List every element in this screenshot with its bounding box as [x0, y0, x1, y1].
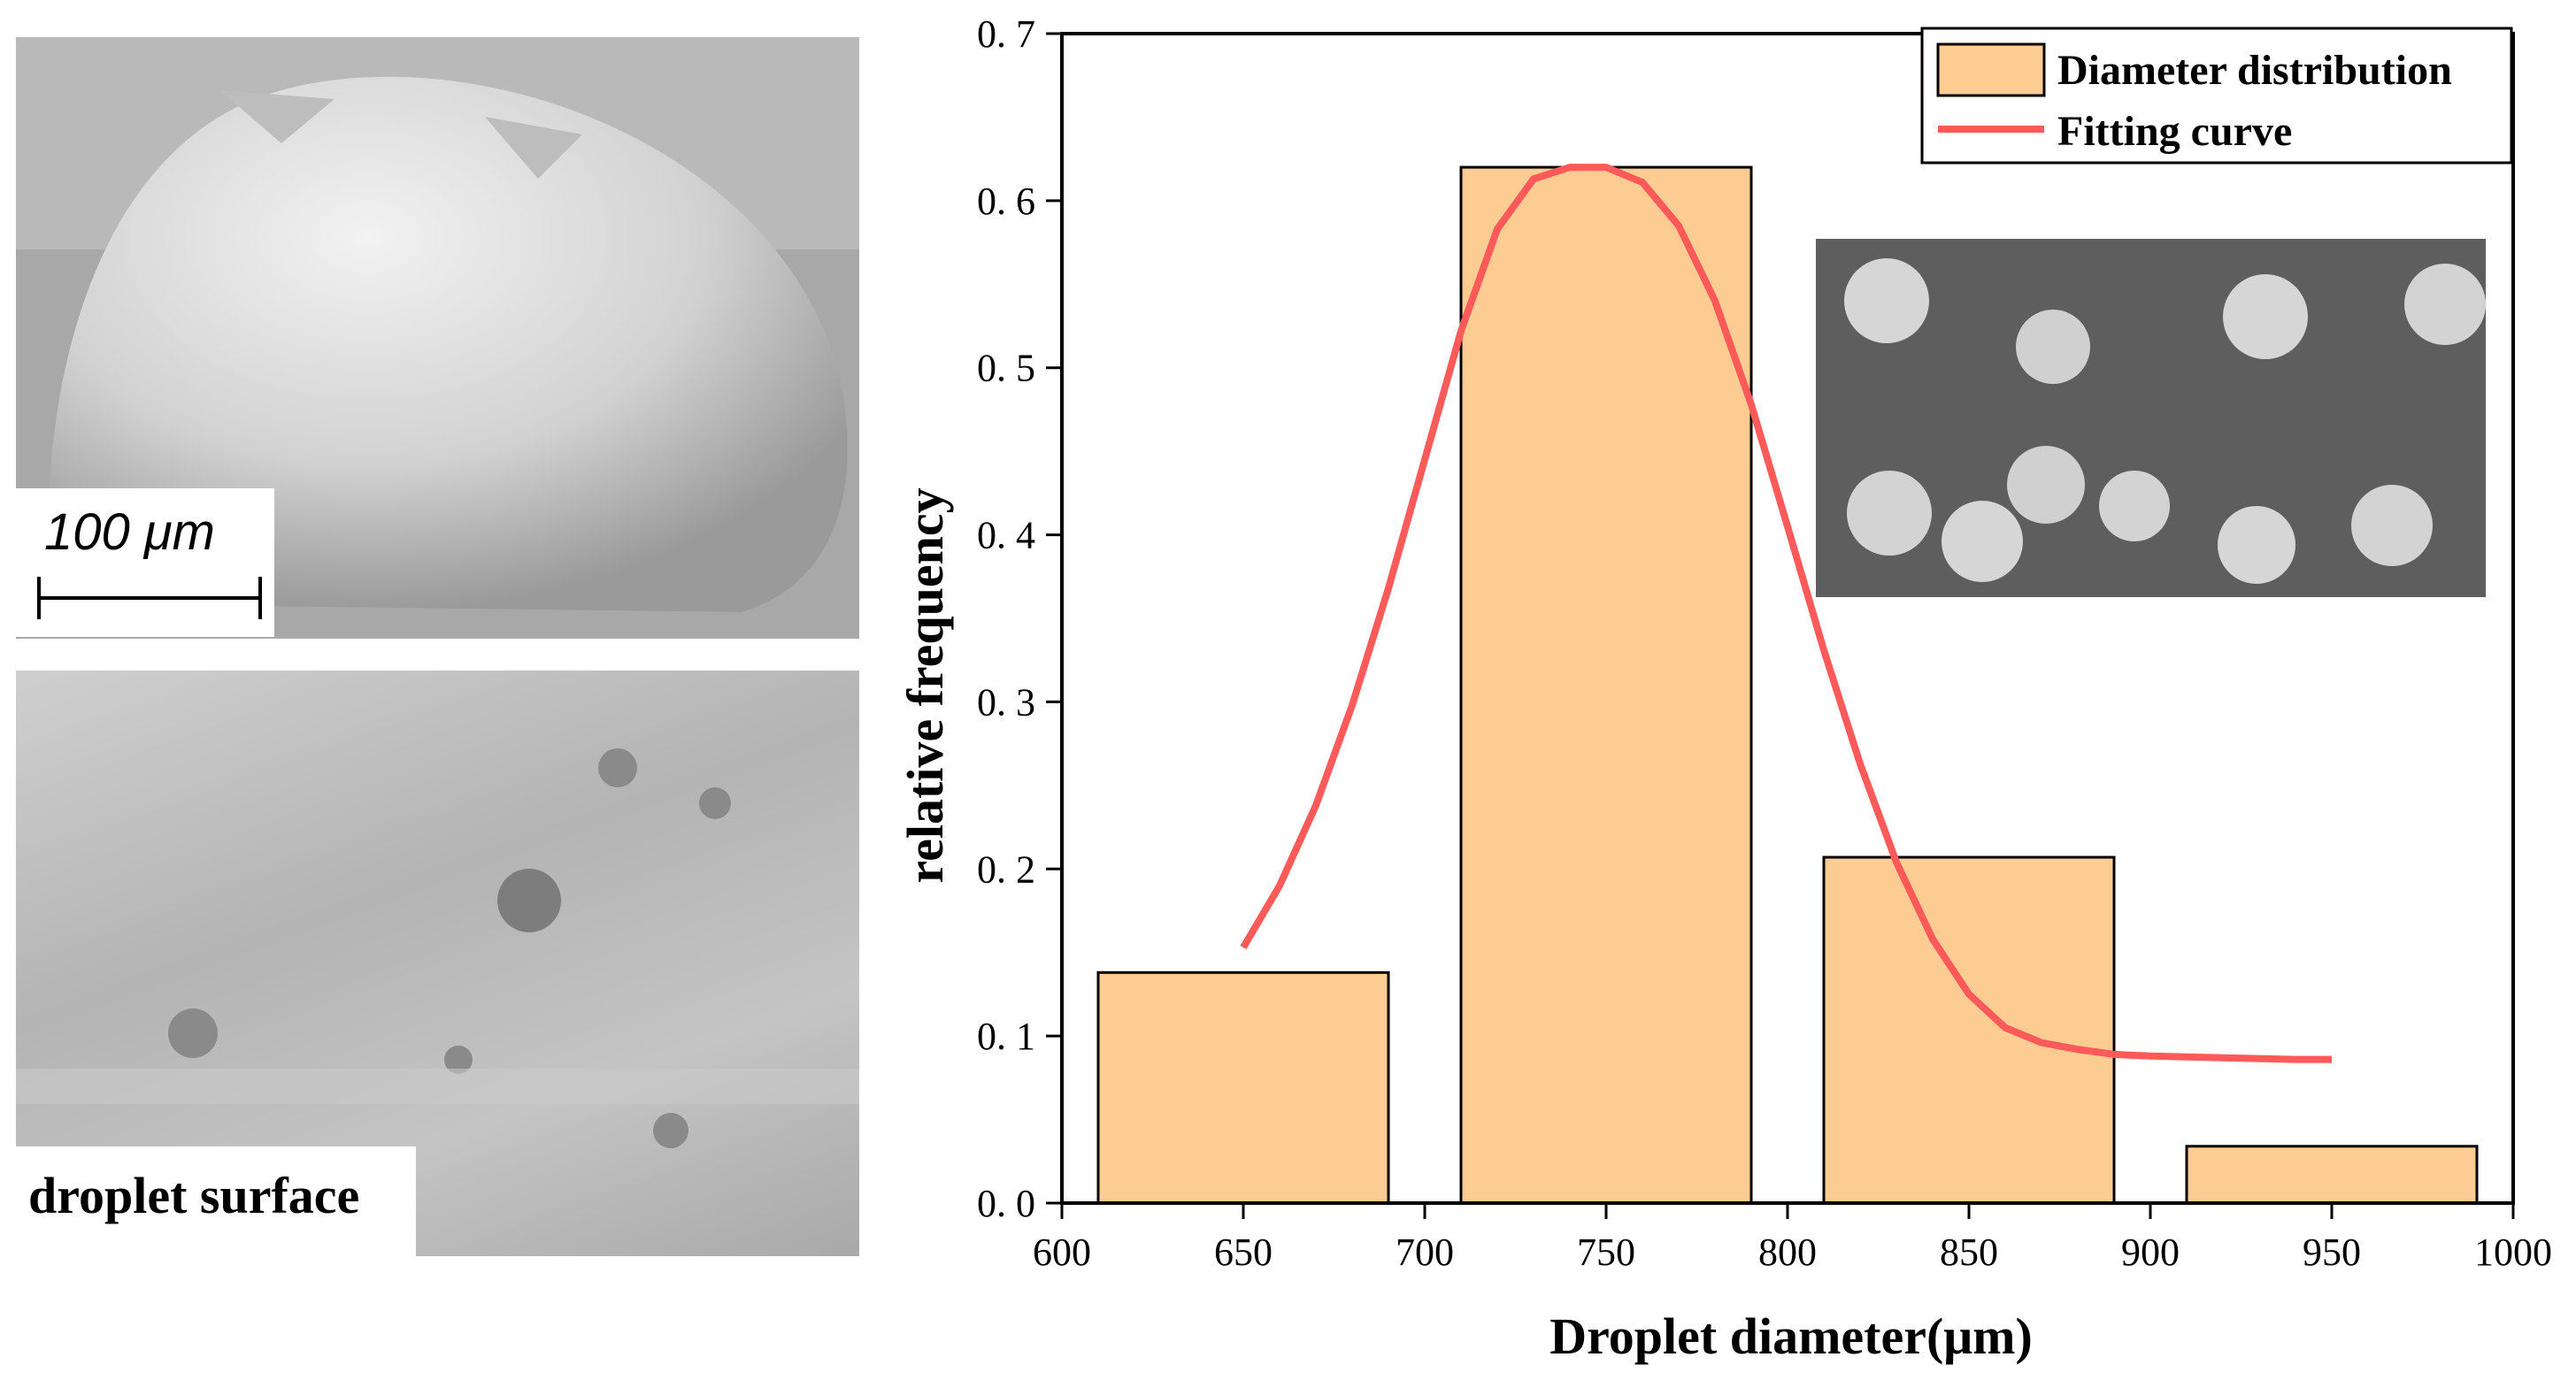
surface-caption-box [16, 1146, 416, 1256]
scale-bar-box [16, 488, 274, 637]
x-tick-label: 600 [1033, 1230, 1091, 1274]
x-tick-label: 650 [1214, 1230, 1273, 1274]
y-axis-title: relative frequency [896, 487, 954, 883]
histogram-bar-3 [2185, 1145, 2479, 1205]
histogram-bar-1 [1459, 165, 1753, 1205]
y-tick-label: 0. 2 [977, 847, 1035, 891]
histogram-bar-2 [1822, 855, 2116, 1205]
fitting-curve-line [1240, 164, 2332, 1063]
legend: Diameter distribution Fitting curve [1920, 27, 2513, 165]
scale-bar-tick-right [258, 577, 262, 619]
y-tick-label: 0. 0 [977, 1182, 1035, 1225]
surface-caption: droplet surface [28, 1167, 360, 1224]
legend-label-distribution: Diameter distribution [2057, 47, 2452, 94]
x-tick-label: 850 [1940, 1230, 1998, 1274]
sem-droplet-graphic [16, 37, 859, 639]
sem-droplet-image [16, 37, 859, 639]
x-tick-label: 800 [1758, 1230, 1817, 1274]
sem-surface-graphic [16, 748, 859, 1148]
x-tick-label: 1000 [2474, 1230, 2552, 1274]
x-tick-label: 750 [1577, 1230, 1635, 1274]
sem-inset-image [1816, 239, 2486, 597]
x-tick-label: 950 [2303, 1230, 2361, 1274]
histogram-bar-0 [1096, 970, 1390, 1205]
scale-bar-line [37, 596, 262, 600]
legend-swatch-distribution [1936, 42, 2046, 97]
scale-bar-label: 100 μm [44, 503, 215, 561]
y-tick-label: 0. 4 [977, 514, 1035, 557]
y-tick-label: 0. 6 [977, 180, 1035, 223]
y-tick-label: 0. 7 [977, 12, 1035, 56]
y-tick-label: 0. 3 [977, 680, 1035, 724]
y-tick-label: 0. 1 [977, 1015, 1035, 1058]
legend-label-fit: Fitting curve [2057, 108, 2292, 155]
x-tick-label: 700 [1396, 1230, 1454, 1274]
y-tick-label: 0. 5 [977, 347, 1035, 390]
scale-bar-tick-left [37, 577, 41, 619]
x-axis-title: Droplet diameter(μm) [1549, 1307, 2033, 1365]
x-tick-label: 900 [2121, 1230, 2180, 1274]
